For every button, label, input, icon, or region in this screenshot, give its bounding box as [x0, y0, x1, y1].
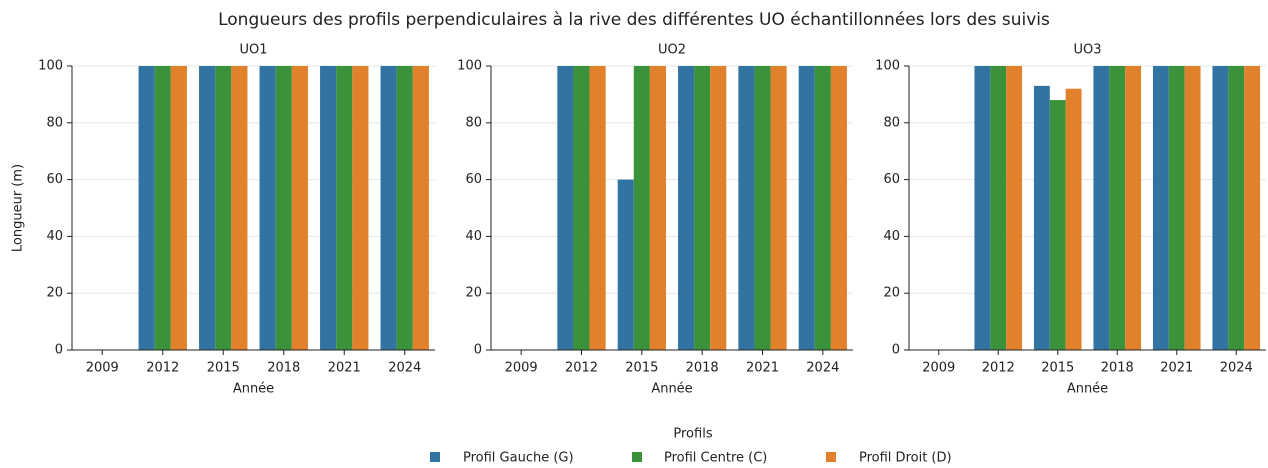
y-tick-label: 60 [46, 172, 63, 187]
y-tick-label: 0 [892, 343, 900, 358]
legend-title: Profils [673, 427, 712, 442]
bar [710, 66, 727, 350]
bar [1212, 66, 1229, 350]
bar [990, 66, 1007, 350]
y-tick-label: 40 [465, 229, 482, 244]
bar [1049, 100, 1066, 350]
bar [154, 66, 171, 350]
x-tick-label: 2012 [565, 361, 598, 376]
legend-swatch [826, 452, 836, 462]
x-tick-label: 2012 [982, 361, 1015, 376]
legend-swatch [430, 452, 440, 462]
bar [573, 66, 590, 350]
bar [1109, 66, 1126, 350]
bar [557, 66, 574, 350]
x-tick-label: 2021 [746, 361, 779, 376]
x-tick-label: 2021 [328, 361, 361, 376]
x-tick-label: 2024 [806, 361, 839, 376]
x-tick-label: 2024 [388, 361, 421, 376]
y-tick-label: 20 [883, 286, 900, 301]
y-tick-label: 40 [883, 229, 900, 244]
y-tick-label: 80 [883, 115, 900, 130]
y-tick-label: 100 [38, 59, 63, 74]
bar [798, 66, 815, 350]
bar [138, 66, 155, 350]
bar [738, 66, 755, 350]
y-tick-label: 60 [883, 172, 900, 187]
bar [215, 66, 232, 350]
bar [1033, 85, 1050, 350]
bar [814, 66, 831, 350]
bar [1006, 66, 1023, 350]
figure-title: Longueurs des profils perpendiculaires à… [218, 10, 1050, 30]
x-tick-label: 2015 [207, 361, 240, 376]
x-axis-label: Année [1067, 382, 1108, 397]
bar [633, 66, 650, 350]
legend-label: Profil Centre (C) [664, 451, 767, 466]
bar [1152, 66, 1169, 350]
bar [199, 66, 216, 350]
bar [754, 66, 771, 350]
bar [589, 66, 606, 350]
bar [231, 66, 248, 350]
bar [336, 66, 353, 350]
y-tick-label: 100 [875, 59, 900, 74]
y-tick-label: 20 [46, 286, 63, 301]
bar [1168, 66, 1185, 350]
bar [617, 179, 634, 350]
y-tick-label: 80 [465, 115, 482, 130]
bar [396, 66, 413, 350]
x-tick-label: 2024 [1220, 361, 1253, 376]
bar [320, 66, 337, 350]
subplot-title: UO3 [1073, 43, 1101, 58]
bar [412, 66, 429, 350]
y-tick-label: 60 [465, 172, 482, 187]
y-axis-label: Longueur (m) [11, 164, 26, 252]
bar [275, 66, 292, 350]
bar [678, 66, 695, 350]
bar [974, 66, 991, 350]
bar [649, 66, 666, 350]
bar [1125, 66, 1142, 350]
subplot-title: UO1 [239, 43, 267, 58]
y-tick-label: 0 [474, 343, 482, 358]
legend-swatch [632, 452, 642, 462]
x-tick-label: 2015 [625, 361, 658, 376]
legend-label: Profil Droit (D) [859, 451, 952, 466]
x-tick-label: 2018 [267, 361, 300, 376]
x-tick-label: 2009 [86, 361, 119, 376]
x-tick-label: 2009 [922, 361, 955, 376]
bar [170, 66, 187, 350]
x-tick-label: 2015 [1041, 361, 1074, 376]
bar [694, 66, 711, 350]
y-tick-label: 40 [46, 229, 63, 244]
bar [259, 66, 276, 350]
subplot-title: UO2 [658, 43, 686, 58]
bar [1228, 66, 1245, 350]
bar [1184, 66, 1201, 350]
x-tick-label: 2009 [505, 361, 538, 376]
bar [380, 66, 397, 350]
bar [1093, 66, 1110, 350]
bar [1065, 88, 1082, 350]
legend-label: Profil Gauche (G) [463, 451, 574, 466]
x-axis-label: Année [233, 382, 274, 397]
x-tick-label: 2018 [1101, 361, 1134, 376]
x-axis-label: Année [651, 382, 692, 397]
y-tick-label: 0 [55, 343, 63, 358]
x-tick-label: 2021 [1160, 361, 1193, 376]
x-tick-label: 2012 [146, 361, 179, 376]
x-tick-label: 2018 [686, 361, 719, 376]
bar [770, 66, 787, 350]
y-tick-label: 80 [46, 115, 63, 130]
bar [352, 66, 369, 350]
y-tick-label: 100 [457, 59, 482, 74]
bar [291, 66, 308, 350]
y-tick-label: 20 [465, 286, 482, 301]
bar [1244, 66, 1261, 350]
bar [830, 66, 847, 350]
